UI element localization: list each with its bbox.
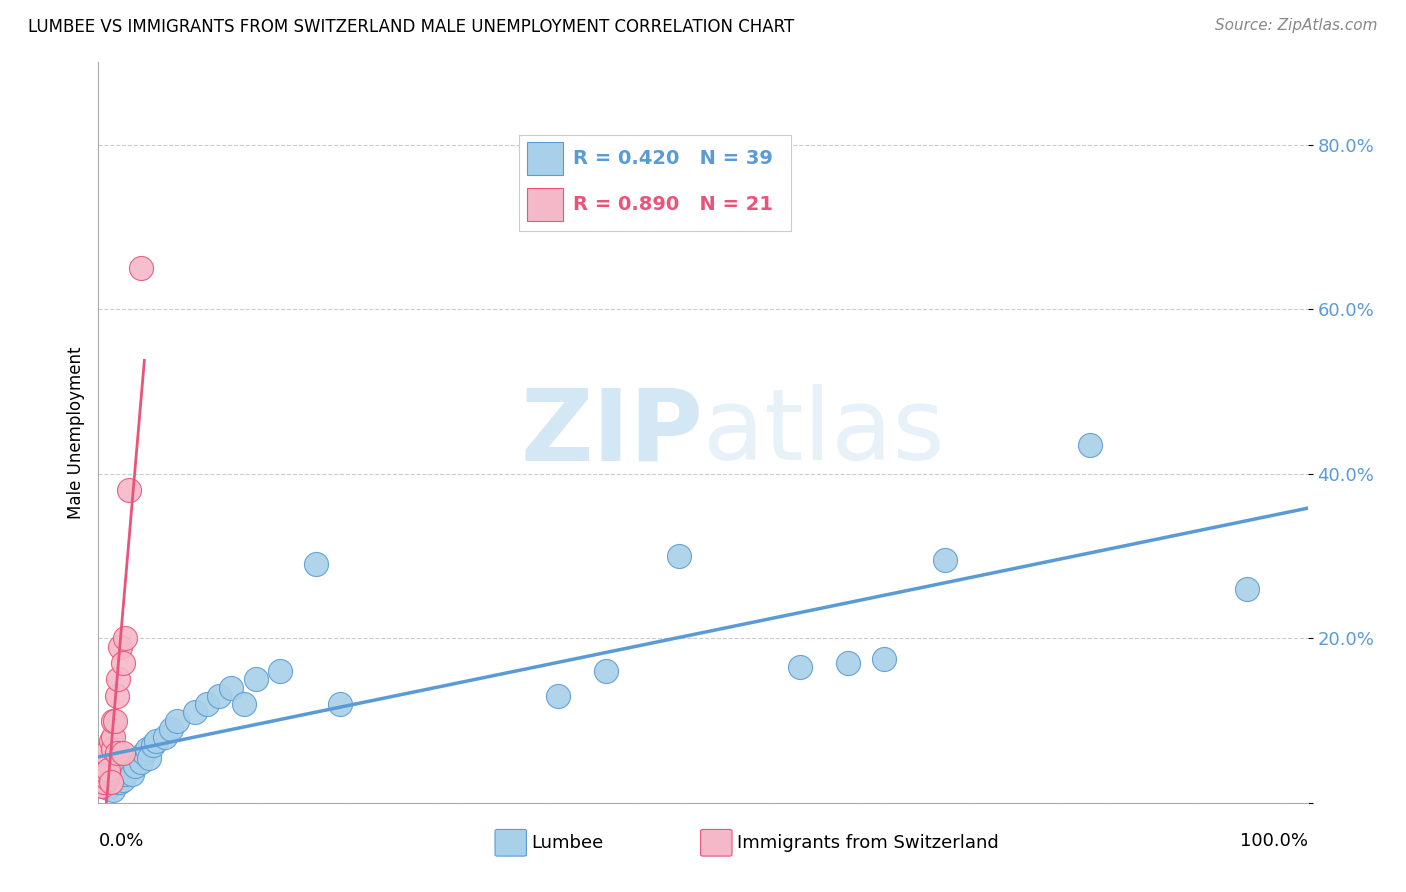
Point xyxy=(873,652,896,666)
Point xyxy=(97,780,120,795)
Point xyxy=(101,714,124,728)
Text: R = 0.890   N = 21: R = 0.890 N = 21 xyxy=(574,195,773,214)
Point xyxy=(118,483,141,498)
Point xyxy=(118,763,141,777)
FancyBboxPatch shape xyxy=(495,830,526,856)
Point xyxy=(105,771,128,785)
Point xyxy=(100,734,122,748)
Point xyxy=(208,689,231,703)
Point xyxy=(153,730,176,744)
Point xyxy=(1078,438,1101,452)
Text: ZIP: ZIP xyxy=(520,384,703,481)
Point xyxy=(107,673,129,687)
Text: Lumbee: Lumbee xyxy=(531,834,603,852)
Text: 0.0%: 0.0% xyxy=(98,832,143,850)
Point xyxy=(108,775,131,789)
Point xyxy=(934,553,956,567)
Point xyxy=(97,767,120,781)
Point xyxy=(114,767,136,781)
Point xyxy=(195,697,218,711)
Point xyxy=(96,771,118,785)
Point xyxy=(789,660,811,674)
Point xyxy=(232,697,254,711)
Point xyxy=(101,730,124,744)
Point xyxy=(184,706,207,720)
Point xyxy=(105,689,128,703)
Text: R = 0.420   N = 39: R = 0.420 N = 39 xyxy=(574,149,773,168)
Point xyxy=(91,780,114,794)
Point xyxy=(111,772,134,787)
Point xyxy=(114,632,136,646)
Point xyxy=(100,775,122,789)
Point xyxy=(129,755,152,769)
Bar xyxy=(527,142,562,175)
Point xyxy=(595,664,617,678)
Point xyxy=(134,747,156,761)
Text: LUMBEE VS IMMIGRANTS FROM SWITZERLAND MALE UNEMPLOYMENT CORRELATION CHART: LUMBEE VS IMMIGRANTS FROM SWITZERLAND MA… xyxy=(28,18,794,36)
Point xyxy=(97,763,120,777)
Point xyxy=(101,742,124,756)
Point xyxy=(105,775,128,789)
Point xyxy=(111,656,134,670)
Point xyxy=(1236,582,1258,596)
Point xyxy=(93,775,115,789)
Point xyxy=(329,697,352,711)
Point xyxy=(124,758,146,772)
Point xyxy=(837,656,859,670)
Point xyxy=(269,664,291,678)
Point xyxy=(93,780,115,794)
Text: 100.0%: 100.0% xyxy=(1240,832,1308,850)
Point xyxy=(121,767,143,781)
Text: atlas: atlas xyxy=(703,384,945,481)
Text: Source: ZipAtlas.com: Source: ZipAtlas.com xyxy=(1215,18,1378,33)
Point xyxy=(135,742,157,756)
Point xyxy=(105,747,128,761)
Point xyxy=(160,722,183,736)
Point xyxy=(245,673,267,687)
Point xyxy=(305,558,328,572)
FancyBboxPatch shape xyxy=(700,830,733,856)
Point xyxy=(100,778,122,792)
Point xyxy=(547,689,569,703)
Y-axis label: Male Unemployment: Male Unemployment xyxy=(66,346,84,519)
Point xyxy=(166,714,188,728)
Point xyxy=(111,747,134,761)
Point xyxy=(145,734,167,748)
Point xyxy=(94,747,117,761)
Point xyxy=(668,549,690,563)
Point xyxy=(108,640,131,654)
Point xyxy=(221,681,243,695)
Point xyxy=(138,750,160,764)
Text: Immigrants from Switzerland: Immigrants from Switzerland xyxy=(737,834,998,852)
Point xyxy=(129,261,152,276)
Point xyxy=(142,738,165,752)
Point xyxy=(101,783,124,797)
Point xyxy=(104,714,127,728)
Bar xyxy=(527,188,562,221)
